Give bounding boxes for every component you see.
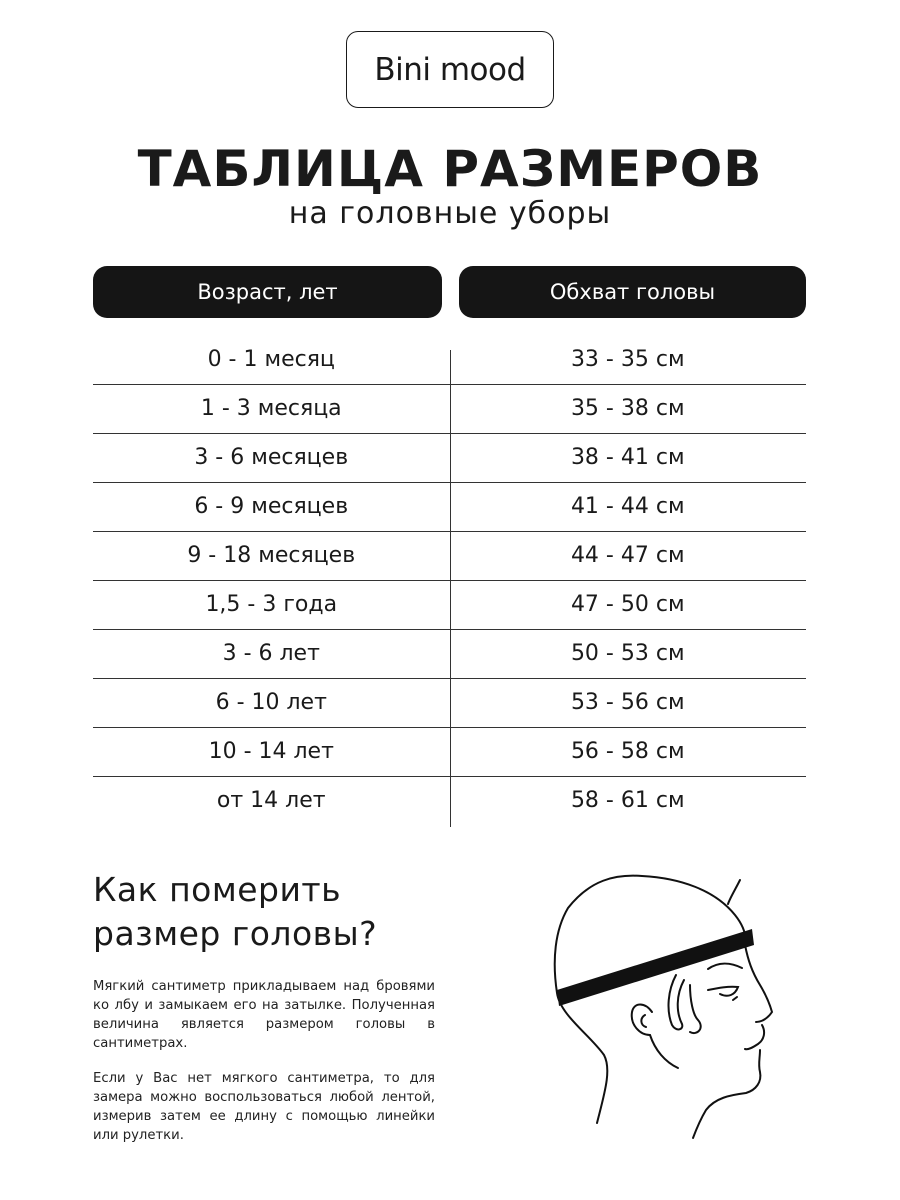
table-row: 6 - 10 лет 53 - 56 см — [93, 678, 806, 728]
heading-line: Как померить — [93, 870, 342, 909]
head-circumference-cell: 33 - 35 см — [570, 347, 685, 372]
age-cell: 6 - 9 месяцев — [194, 494, 349, 519]
age-cell: 1,5 - 3 года — [205, 592, 338, 617]
instruction-paragraph: Если у Вас нет мягкого сантиметра, то дл… — [93, 1071, 435, 1143]
head-circumference-cell: 44 - 47 см — [570, 543, 685, 568]
how-to-measure-heading: Как померить размер головы? — [93, 868, 377, 956]
age-cell: 3 - 6 месяцев — [194, 445, 349, 470]
table-row: от 14 лет 58 - 61 см — [93, 776, 806, 825]
brand-logo: Bini mood — [346, 31, 554, 108]
age-cell: 10 - 14 лет — [208, 739, 334, 764]
heading-line: размер головы? — [93, 914, 378, 953]
head-circumference-cell: 50 - 53 см — [570, 641, 685, 666]
page-title: ТАБЛИЦА РАЗМЕРОВ — [137, 140, 763, 198]
table-row: 3 - 6 лет 50 - 53 см — [93, 629, 806, 679]
age-cell: 1 - 3 месяца — [200, 396, 342, 421]
head-circumference-cell: 35 - 38 см — [570, 396, 685, 421]
head-circumference-cell: 41 - 44 см — [570, 494, 685, 519]
table-row: 3 - 6 месяцев 38 - 41 см — [93, 433, 806, 483]
age-cell: 9 - 18 месяцев — [187, 543, 356, 568]
measuring-tape — [557, 929, 754, 1006]
table-divider — [450, 350, 451, 827]
head-circumference-cell: 53 - 56 см — [570, 690, 685, 715]
table-row: 1,5 - 3 года 47 - 50 см — [93, 580, 806, 630]
head-circumference-cell: 58 - 61 см — [570, 788, 685, 813]
instruction-paragraph: Мягкий сантиметр прикладываем над бровям… — [93, 979, 435, 1051]
head-circumference-cell: 47 - 50 см — [570, 592, 685, 617]
head-circumference-cell: 38 - 41 см — [570, 445, 685, 470]
table-row: 6 - 9 месяцев 41 - 44 см — [93, 482, 806, 532]
table-row: 0 - 1 месяц 33 - 35 см — [93, 335, 806, 385]
age-cell: 0 - 1 месяц — [207, 347, 335, 372]
table-row: 9 - 18 месяцев 44 - 47 см — [93, 531, 806, 581]
table-row: 1 - 3 месяца 35 - 38 см — [93, 384, 806, 434]
header-head-circumference: Обхват головы — [459, 266, 806, 318]
table-row: 10 - 14 лет 56 - 58 см — [93, 727, 806, 777]
head-circumference-cell: 56 - 58 см — [570, 739, 685, 764]
page-subtitle: на головные уборы — [288, 196, 612, 231]
age-cell: 3 - 6 лет — [222, 641, 320, 666]
age-cell: 6 - 10 лет — [215, 690, 327, 715]
header-age: Возраст, лет — [93, 266, 442, 318]
age-cell: от 14 лет — [216, 788, 326, 813]
